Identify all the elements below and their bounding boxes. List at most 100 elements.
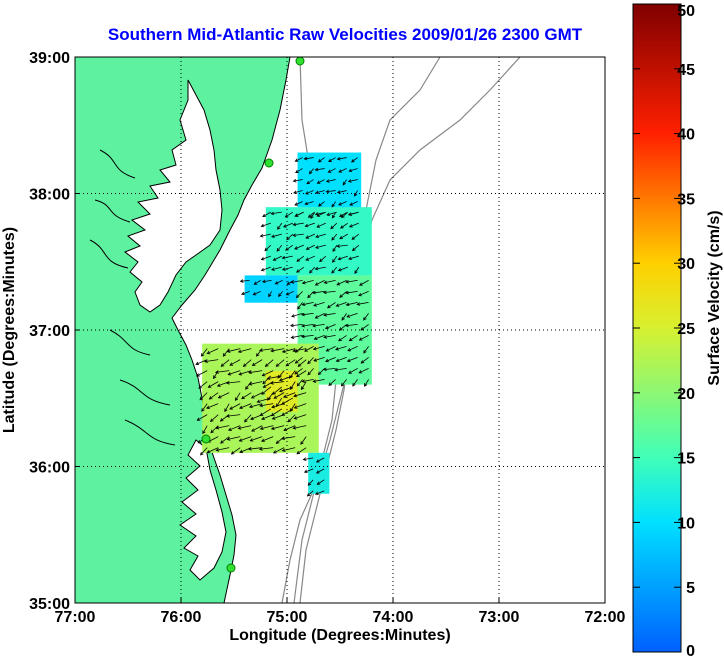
velocity-arrow-head xyxy=(330,225,334,230)
velocity-arrow xyxy=(238,425,252,429)
velocity-arrow-head xyxy=(270,412,275,417)
velocity-arrow-head xyxy=(316,481,321,485)
velocity-arrow xyxy=(358,291,369,296)
velocity-arrow-head xyxy=(326,212,331,217)
velocity-arrow-head xyxy=(305,191,309,195)
velocity-arrow-head xyxy=(206,449,211,454)
sound-water xyxy=(179,439,227,581)
velocity-arrow xyxy=(318,157,325,163)
velocity-arrow-head xyxy=(272,450,277,454)
velocity-arrow-head xyxy=(331,214,336,219)
velocity-arrow xyxy=(283,222,293,228)
velocity-arrow xyxy=(339,291,347,298)
radar-station xyxy=(295,57,305,66)
velocity-arrow xyxy=(290,324,303,327)
velocity-arrow xyxy=(298,359,307,367)
velocity-arrow xyxy=(325,324,336,329)
velocity-arrow xyxy=(334,368,347,371)
velocity-arrow xyxy=(315,266,326,270)
velocity-arrow xyxy=(316,457,325,463)
velocity-arrow-head xyxy=(260,268,265,272)
velocity-arrow-head xyxy=(354,270,358,274)
velocity-arrow-head xyxy=(301,386,305,391)
velocity-arrow xyxy=(315,280,325,286)
y-axis-label: Latitude (Degrees:Minutes) xyxy=(1,227,18,433)
velocity-arrow-head xyxy=(325,348,330,352)
velocity-arrow xyxy=(248,447,263,450)
velocity-arrow xyxy=(271,408,283,416)
velocity-arrow-head xyxy=(348,168,353,173)
velocity-arrow-head xyxy=(313,358,318,362)
velocity-arrow xyxy=(316,468,325,474)
velocity-arrow xyxy=(306,244,315,250)
velocity-arrow xyxy=(275,280,283,285)
velocity-arrow xyxy=(345,280,358,283)
velocity-cell xyxy=(202,343,319,453)
velocity-arrow-head xyxy=(276,248,281,252)
velocity-arrow-head xyxy=(202,430,206,435)
velocity-arrow-head xyxy=(285,362,290,367)
velocity-arrow-head xyxy=(286,281,291,285)
velocity-arrow-head xyxy=(312,290,316,295)
velocity-arrow-head xyxy=(308,170,313,175)
velocity-arrow-head xyxy=(292,426,297,430)
velocity-arrow-head xyxy=(262,380,266,385)
velocity-arrow-head xyxy=(285,292,290,296)
velocity-arrow-head xyxy=(290,335,295,339)
velocity-arrow-head xyxy=(248,370,252,375)
velocity-arrow xyxy=(199,392,208,400)
velocity-arrow xyxy=(297,379,303,387)
velocity-arrow xyxy=(260,425,274,430)
velocity-arrow-head xyxy=(217,395,222,399)
y-tick-label: 35:00 xyxy=(29,596,70,613)
velocity-arrow-head xyxy=(332,248,336,253)
velocity-arrow xyxy=(307,357,314,364)
velocity-arrow xyxy=(204,359,219,363)
velocity-arrow xyxy=(339,233,349,240)
velocity-arrow-head xyxy=(241,395,245,400)
velocity-arrow xyxy=(346,313,358,318)
velocity-arrow xyxy=(364,379,369,387)
velocity-arrow xyxy=(209,392,219,400)
velocity-arrow-head xyxy=(325,358,329,363)
velocity-arrow-head xyxy=(305,246,310,250)
velocity-arrow-head xyxy=(293,405,298,409)
velocity-arrow-head xyxy=(350,159,355,163)
velocity-arrow-head xyxy=(360,360,365,364)
velocity-arrow xyxy=(317,479,325,485)
velocity-arrow xyxy=(352,379,358,387)
velocity-arrow xyxy=(328,379,336,386)
velocity-arrow xyxy=(282,348,296,353)
velocity-arrow-head xyxy=(271,267,275,271)
velocity-arrow-head xyxy=(323,335,328,339)
velocity-arrow xyxy=(210,414,219,422)
velocity-arrow xyxy=(336,357,347,362)
velocity-arrow xyxy=(345,291,358,294)
velocity-arrow-head xyxy=(247,447,252,451)
velocity-arrow-head xyxy=(363,349,367,354)
velocity-arrow-head xyxy=(294,202,299,206)
velocity-arrow-head xyxy=(239,449,244,454)
velocity-arrow-head xyxy=(244,418,248,423)
velocity-arrow-head xyxy=(248,382,253,386)
velocity-arrow xyxy=(262,370,274,377)
velocity-arrow xyxy=(331,233,338,241)
velocity-arrow-head xyxy=(208,396,213,400)
x-tick-label: 77:00 xyxy=(55,609,96,626)
velocity-cell xyxy=(244,275,298,303)
velocity-arrow-head xyxy=(297,305,301,310)
velocity-arrow xyxy=(271,348,285,352)
velocity-arrow xyxy=(294,403,307,409)
velocity-arrow xyxy=(349,335,358,341)
velocity-arrow xyxy=(262,280,272,283)
velocity-arrow-head xyxy=(215,426,220,430)
velocity-arrow xyxy=(330,222,338,229)
velocity-arrow xyxy=(270,381,285,384)
velocity-arrow-head xyxy=(296,382,301,387)
velocity-arrow-head xyxy=(307,214,312,218)
velocity-arrow-head xyxy=(245,386,249,390)
velocity-arrow xyxy=(289,381,296,390)
velocity-arrow-head xyxy=(261,416,265,421)
velocity-arrow-head xyxy=(358,337,363,341)
